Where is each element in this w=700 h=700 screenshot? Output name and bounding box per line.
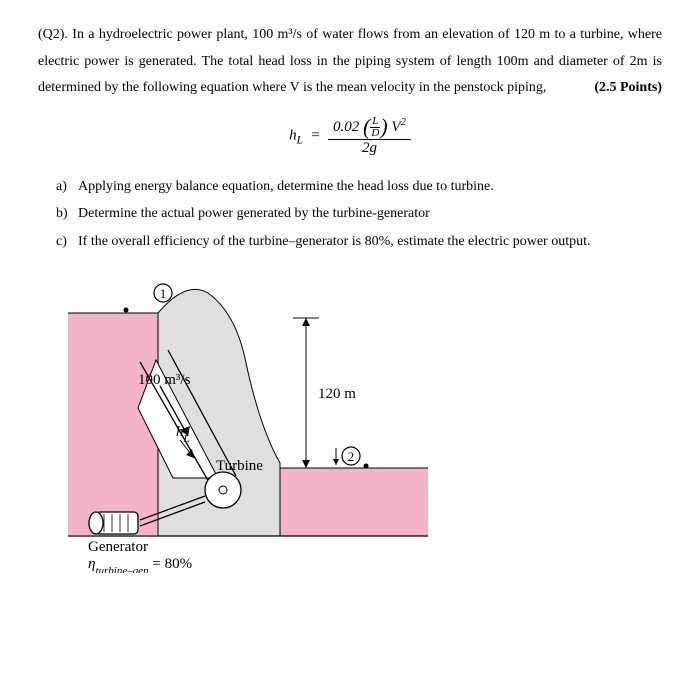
question-id: (Q2). (38, 27, 68, 42)
svg-text:100 m³/s: 100 m³/s (138, 372, 191, 388)
eq-ld-fraction: (LD) (363, 116, 388, 139)
svg-text:1: 1 (160, 286, 167, 301)
part-a-text: Applying energy balance equation, determ… (78, 179, 494, 194)
eq-coef: 0.02 (333, 119, 359, 135)
part-c-text: If the overall efficiency of the turbine… (78, 234, 590, 249)
svg-text:Turbine: Turbine (216, 458, 263, 474)
part-b-text: Determine the actual power generated by … (78, 206, 430, 221)
eq-V: V (391, 119, 400, 135)
part-b: b)Determine the actual power generated b… (56, 201, 662, 226)
svg-text:120 m: 120 m (318, 386, 356, 402)
part-c: c)If the overall efficiency of the turbi… (56, 229, 662, 254)
eq-L: L (370, 116, 380, 128)
eq-main-fraction: 0.02 (LD) V2 2g (328, 116, 411, 157)
part-b-label: b) (56, 201, 78, 226)
svg-text:Generator: Generator (88, 539, 148, 555)
eq-lhs-sub: L (297, 134, 303, 146)
svg-text:2: 2 (348, 449, 355, 464)
head-loss-equation: hL = 0.02 (LD) V2 2g (38, 116, 662, 157)
eq-lhs: h (289, 127, 297, 143)
hydro-diagram: 12100 m³/s120 mhLTurbineGeneratorηturbin… (68, 268, 662, 573)
diagram-svg: 12100 m³/s120 mhLTurbineGeneratorηturbin… (68, 268, 428, 573)
question-parts: a)Applying energy balance equation, dete… (56, 174, 662, 254)
eq-D: D (370, 128, 380, 139)
part-c-label: c) (56, 229, 78, 254)
question-body: (Q2). In a hydroelectric power plant, 10… (38, 22, 662, 102)
question-text: In a hydroelectric power plant, 100 m³/s… (38, 27, 662, 95)
part-a: a)Applying energy balance equation, dete… (56, 174, 662, 199)
eq-g: g (369, 140, 377, 156)
eq-V-sup: 2 (401, 117, 406, 128)
points-label: (2.5 Points) (594, 75, 662, 102)
part-a-label: a) (56, 174, 78, 199)
